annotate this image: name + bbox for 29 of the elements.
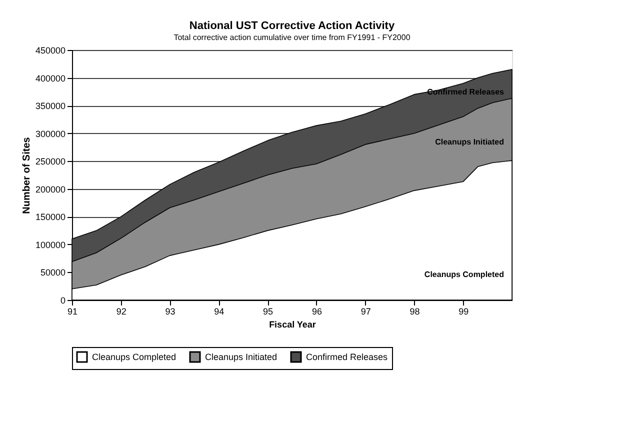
y-tick-label: 150000 [35,212,66,222]
annotation: Confirmed Releases [427,88,505,96]
chart-subtitle: Total corrective action cumulative over time from FY1991 - FY2000 [174,33,411,42]
y-tick-label: 400000 [35,73,66,84]
y-tick-label: 50000 [40,268,66,278]
y-tick-label: 300000 [35,128,66,139]
x-tick-label: 98 [410,306,420,316]
legend-label: Cleanups Initiated [205,352,278,362]
y-tick-label: 250000 [35,156,66,167]
y-tick-label: 100000 [35,240,66,250]
annotation: Cleanups Initiated [435,138,504,146]
x-axis-title: Fiscal Year [269,320,316,330]
x-tick-label: 97 [360,306,371,316]
x-tick-label: 93 [165,306,176,316]
x-tick-label: 92 [116,306,126,316]
legend-label: Cleanups Completed [92,352,176,362]
chart-title: National UST Corrective Action Activity [189,20,396,32]
x-tick-label: 96 [312,306,322,316]
y-tick-label: 0 [60,296,66,306]
x-tick-label: 99 [458,306,469,316]
x-tick-label: 95 [263,306,274,316]
x-tick-label: 91 [67,306,78,316]
y-tick-label: 450000 [35,46,66,56]
x-tick-label: 94 [214,306,224,316]
legend-label: Confirmed Releases [306,352,388,362]
y-tick-label: 350000 [35,101,66,112]
annotation: Cleanups Completed [424,270,504,279]
y-tick-label: 200000 [35,184,66,194]
y-axis-title: Number of Sites [21,136,32,214]
